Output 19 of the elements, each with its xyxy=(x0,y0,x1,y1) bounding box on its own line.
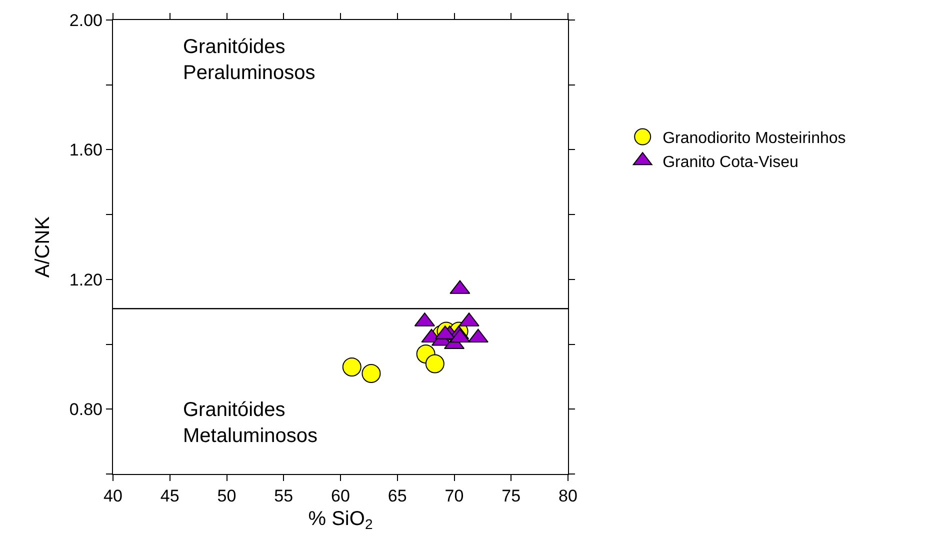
x-tick-label: 75 xyxy=(502,486,521,506)
y-tick-label: 1.60 xyxy=(69,140,102,160)
legend-label: Granito Cota-Viseu xyxy=(662,154,798,171)
x-tick-label: 55 xyxy=(274,486,294,506)
annotation: Granitóides Metaluminosos xyxy=(183,399,318,447)
x-axis-title: % SiO$_{2}$ xyxy=(308,508,373,532)
x-tick-label: 70 xyxy=(444,486,464,506)
legend-label: Granodiorito Mosteirinhos xyxy=(662,130,846,148)
y-tick-label: 1.20 xyxy=(69,270,102,290)
x-tick-label: 50 xyxy=(217,486,236,506)
x-tick-label: 40 xyxy=(104,486,122,506)
x-tick-label: 45 xyxy=(160,486,180,506)
y-axis-title: A/CNK xyxy=(32,216,54,278)
x-tick-label: 65 xyxy=(388,486,407,506)
y-tick-label: 2.00 xyxy=(69,10,102,30)
x-tick-label: 60 xyxy=(331,486,350,506)
annotation: Granitóides Peraluminosos xyxy=(183,36,316,84)
x-tick-label: 80 xyxy=(558,486,578,506)
y-tick-label: 0.80 xyxy=(69,400,102,420)
